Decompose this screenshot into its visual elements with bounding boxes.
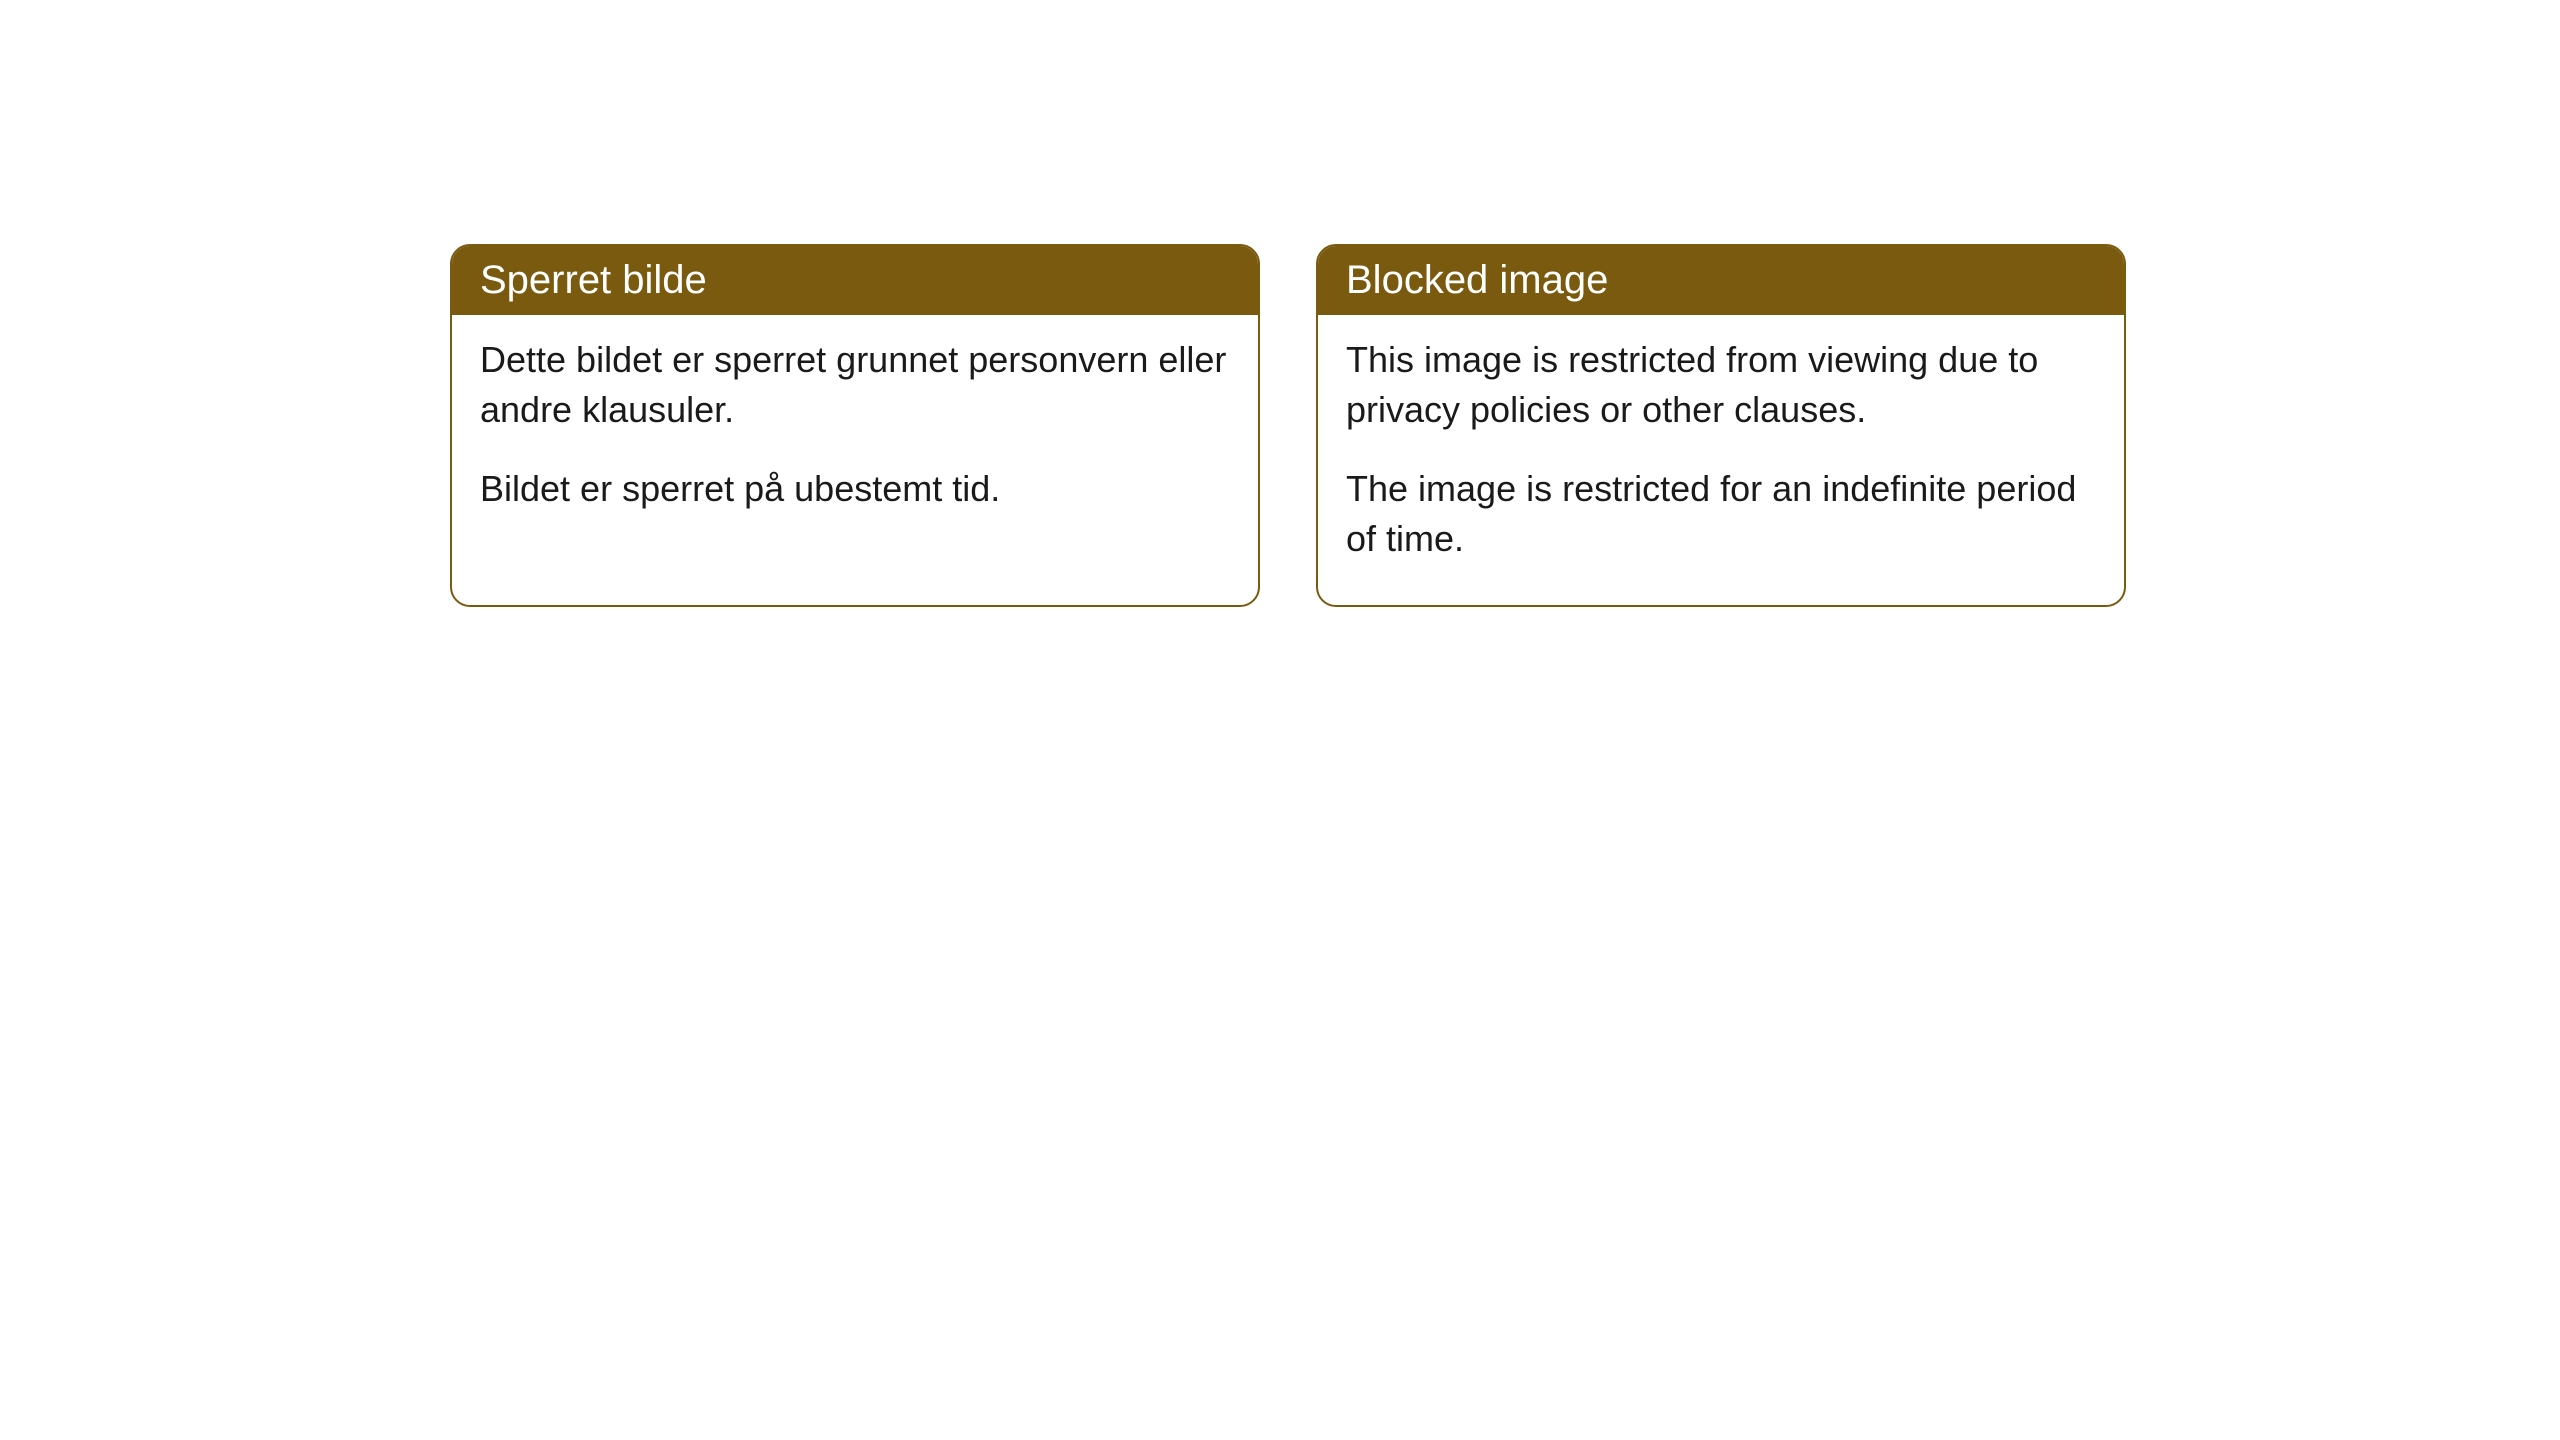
card-paragraph: Dette bildet er sperret grunnet personve… xyxy=(480,335,1230,436)
card-header: Sperret bilde xyxy=(452,246,1258,315)
notice-card-english: Blocked image This image is restricted f… xyxy=(1316,244,2126,607)
card-body: This image is restricted from viewing du… xyxy=(1318,315,2124,605)
card-title: Blocked image xyxy=(1346,258,1608,302)
card-title: Sperret bilde xyxy=(480,258,707,302)
card-paragraph: The image is restricted for an indefinit… xyxy=(1346,464,2096,565)
card-paragraph: This image is restricted from viewing du… xyxy=(1346,335,2096,436)
notice-card-norwegian: Sperret bilde Dette bildet er sperret gr… xyxy=(450,244,1260,607)
card-header: Blocked image xyxy=(1318,246,2124,315)
card-paragraph: Bildet er sperret på ubestemt tid. xyxy=(480,464,1230,514)
notice-container: Sperret bilde Dette bildet er sperret gr… xyxy=(0,0,2560,607)
card-body: Dette bildet er sperret grunnet personve… xyxy=(452,315,1258,554)
